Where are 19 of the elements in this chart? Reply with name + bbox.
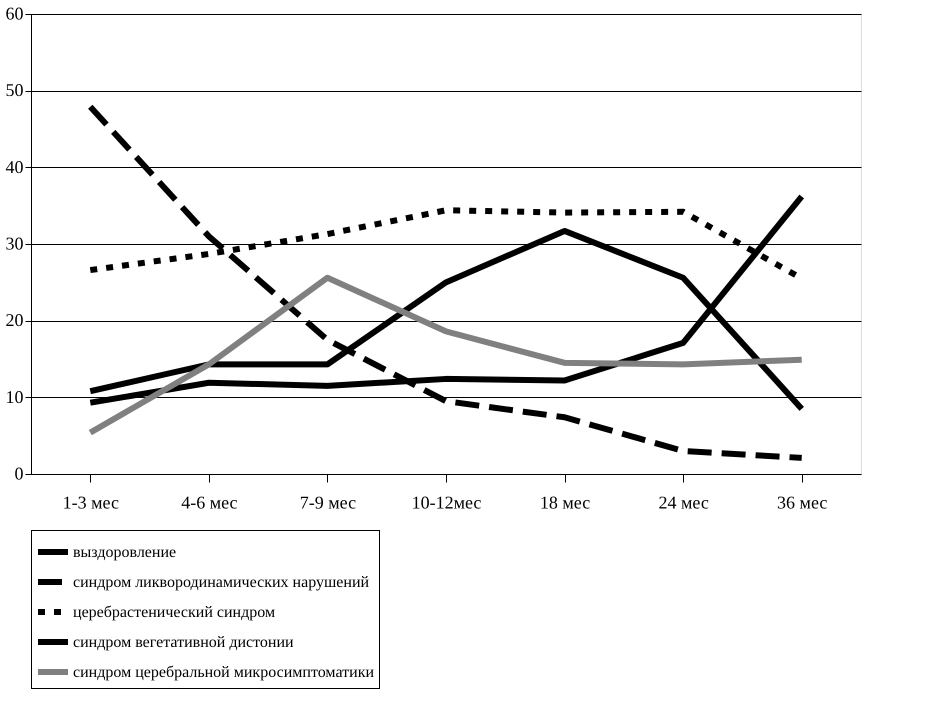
x-tick-label: 10-12мес xyxy=(412,492,482,512)
x-tick-label: 4-6 мес xyxy=(181,492,238,512)
y-tick-label: 30 xyxy=(6,234,24,254)
x-tick-label: 18 мес xyxy=(540,492,590,512)
legend-label: выздоровление xyxy=(73,544,176,561)
x-tick-label: 24 мес xyxy=(658,492,709,512)
y-tick-label: 0 xyxy=(14,464,24,484)
y-tick-label: 60 xyxy=(6,4,24,24)
x-tick-label: 1-3 мес xyxy=(62,492,119,512)
legend-label: церебрастенический синдром xyxy=(73,604,276,621)
legend-label: синдром церебральной микросимптоматики xyxy=(73,664,374,681)
y-tick-label: 40 xyxy=(6,156,24,177)
x-tick-label: 7-9 мес xyxy=(300,492,356,512)
y-tick-label: 50 xyxy=(6,80,24,100)
y-tick-label: 20 xyxy=(6,310,24,330)
legend-label: синдром ликвородинамических нарушений xyxy=(73,574,370,591)
legend-label: синдром вегетативной дистонии xyxy=(73,634,294,651)
y-tick-label: 10 xyxy=(6,386,24,407)
x-tick-label: 36 мес xyxy=(777,492,828,512)
